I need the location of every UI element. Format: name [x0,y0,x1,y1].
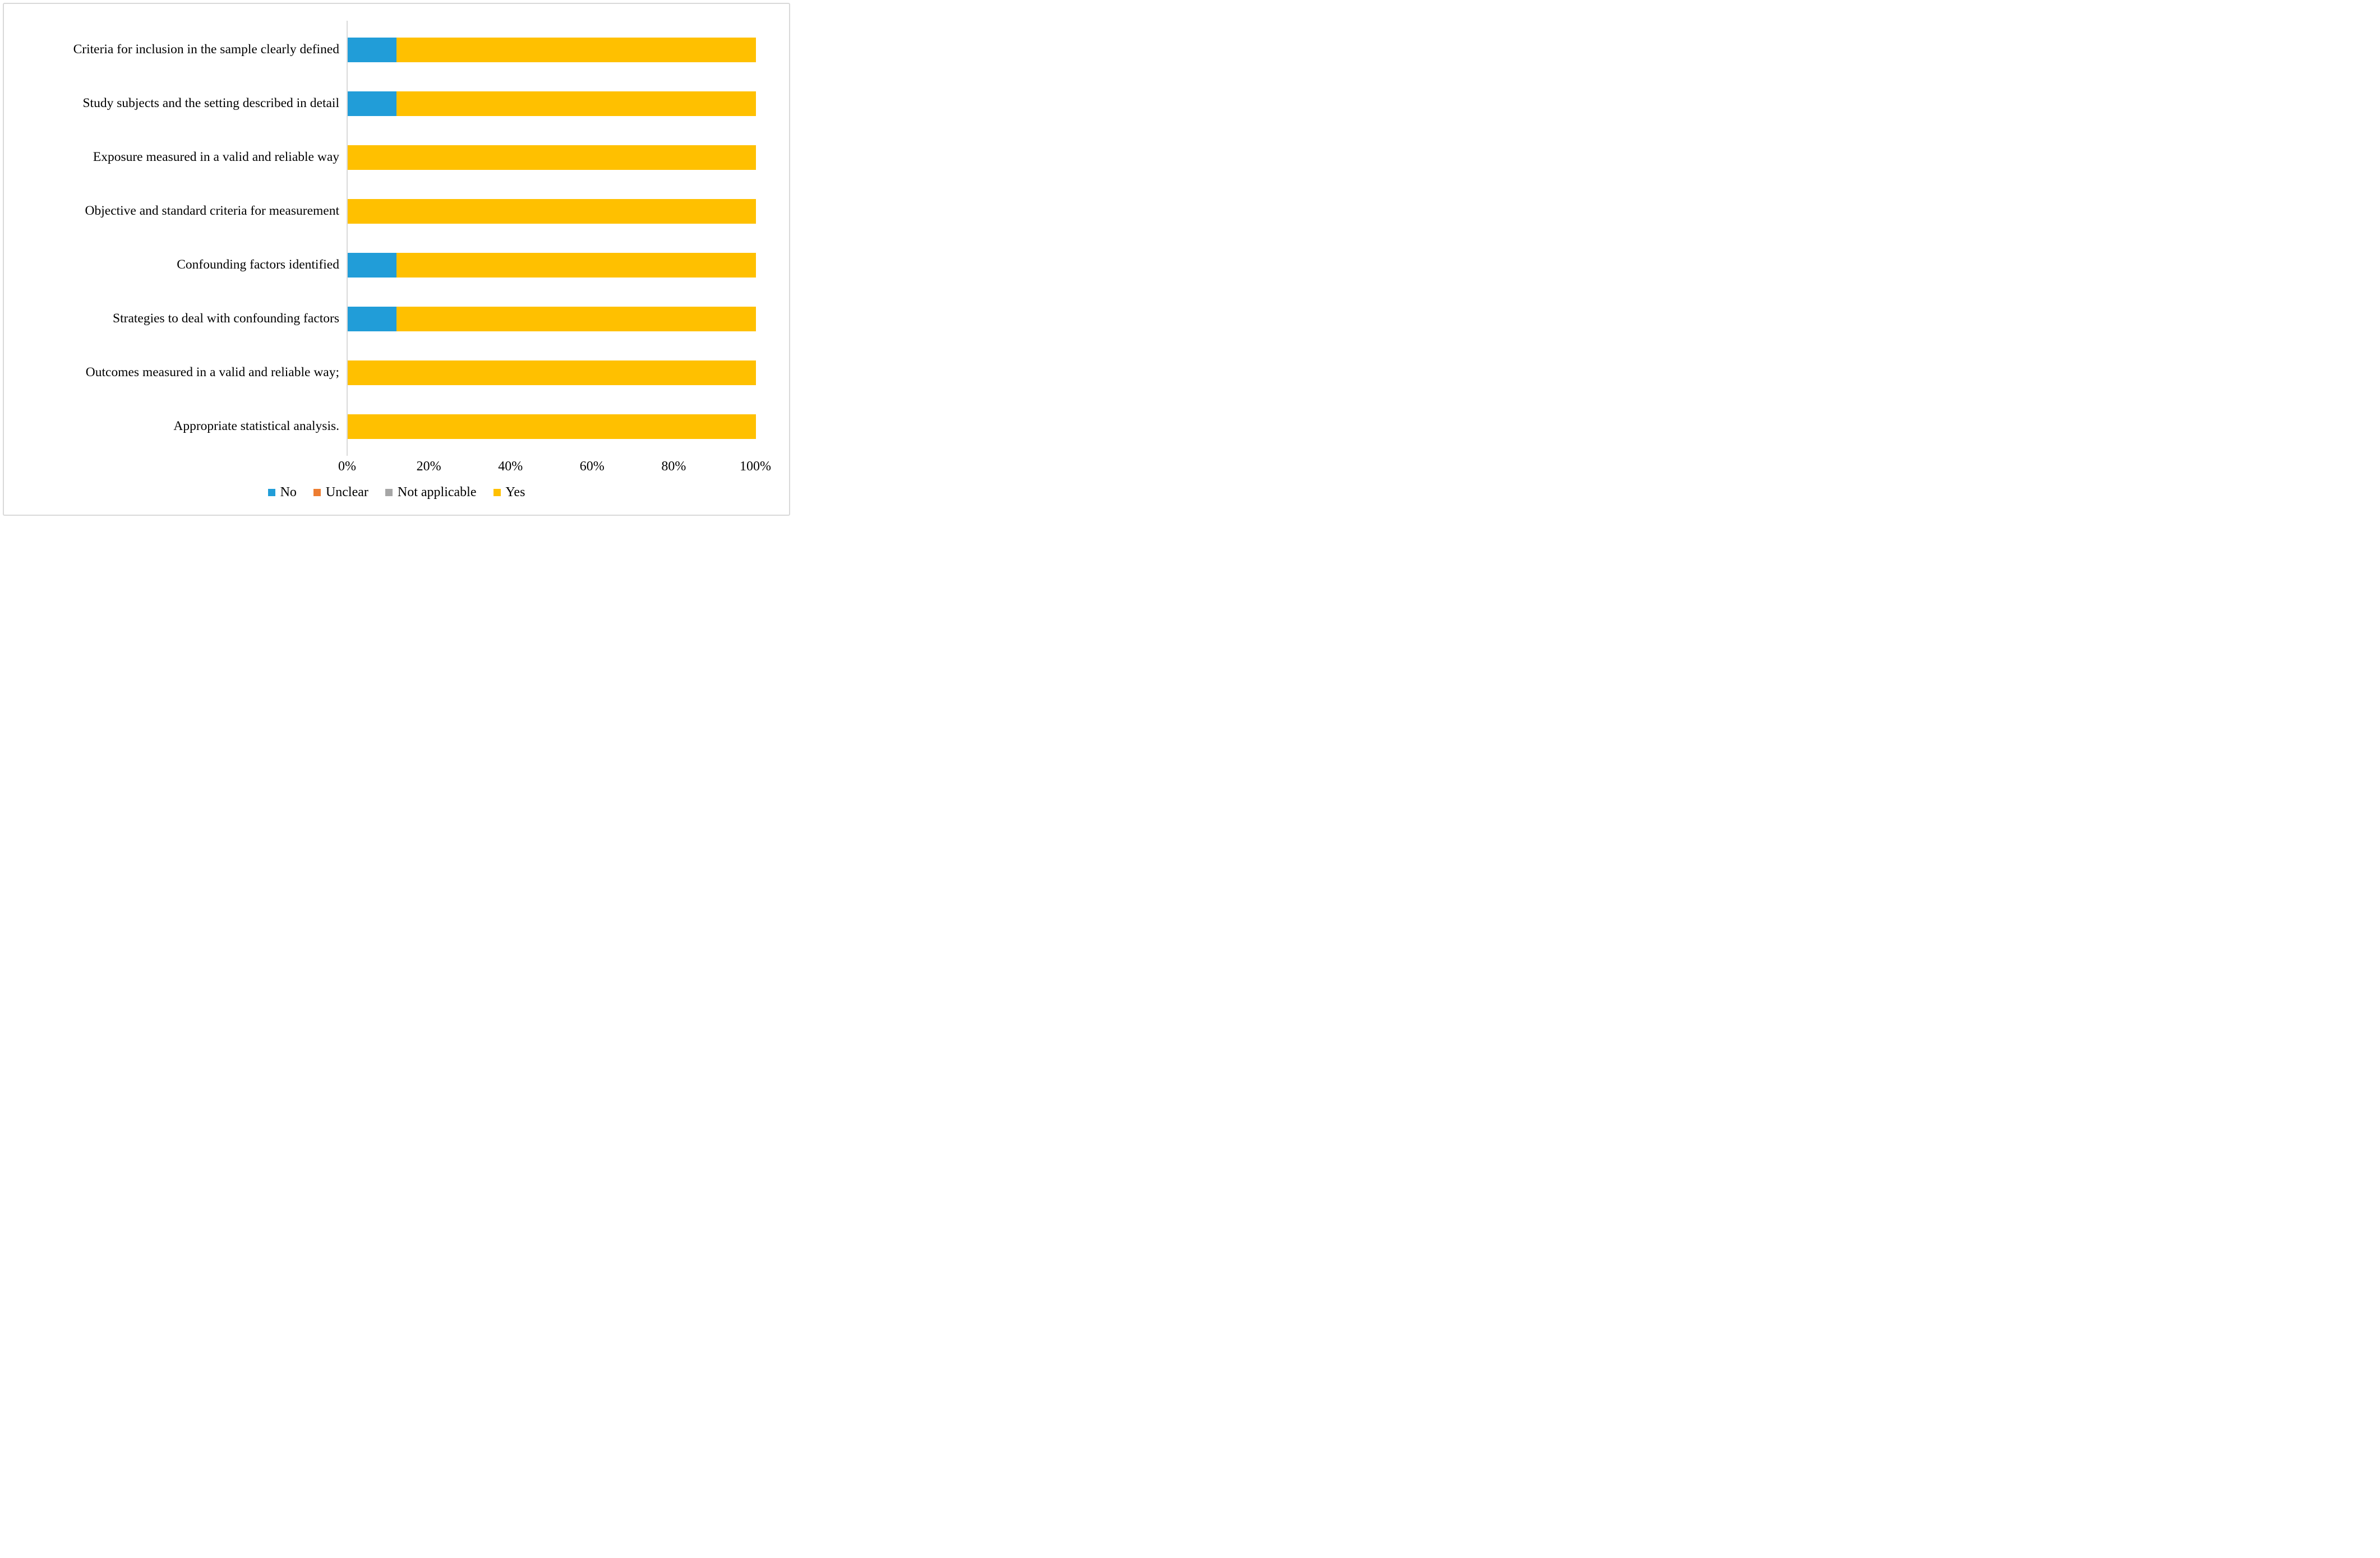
bar-segment-yes [396,38,756,62]
category-label: Confounding factors identified [177,257,339,272]
x-tick-label: 0% [338,459,356,474]
legend-item-no: No [267,485,297,500]
legend-label: Unclear [325,485,368,500]
legend-item-not-applicable: Not applicable [385,485,477,500]
plot-area: Criteria for inclusion in the sample cle… [4,23,789,454]
x-tick-label: 100% [740,459,771,474]
chart-row: Study subjects and the setting described… [4,77,789,131]
bar-track [348,145,756,170]
bar-segment-yes [348,145,756,170]
legend-label: No [280,485,297,500]
legend-label: Not applicable [397,485,477,500]
category-label: Exposure measured in a valid and reliabl… [93,150,339,165]
chart-figure: Criteria for inclusion in the sample cle… [3,3,790,516]
bar-track [348,38,756,62]
bar-segment-yes [348,414,756,439]
category-label: Outcomes measured in a valid and reliabl… [85,365,339,380]
legend-item-unclear: Unclear [313,485,368,500]
category-label: Study subjects and the setting described… [82,96,339,111]
bar-segment-yes [396,253,756,278]
bar-track [348,199,756,224]
category-label: Appropriate statistical analysis. [173,419,339,434]
bar-segment-yes [396,91,756,116]
bar-segment-no [348,307,397,331]
category-label: Objective and standard criteria for meas… [85,204,339,219]
legend-swatch-icon [267,489,275,496]
x-tick-label: 60% [579,459,605,474]
legend-item-yes: Yes [493,485,525,500]
chart-row: Confounding factors identified [4,238,789,292]
legend: No Unclear Not applicable Yes [4,485,789,500]
bar-segment-no [348,253,397,278]
y-axis-line [347,21,348,456]
chart-row: Exposure measured in a valid and reliabl… [4,131,789,184]
chart-row: Criteria for inclusion in the sample cle… [4,23,789,77]
bar-track [348,307,756,331]
legend-swatch-icon [385,489,393,496]
category-label: Criteria for inclusion in the sample cle… [73,42,339,57]
legend-label: Yes [505,485,525,500]
bar-segment-yes [396,307,756,331]
x-tick-label: 20% [416,459,441,474]
category-label: Strategies to deal with confounding fact… [113,311,339,326]
bar-track [348,91,756,116]
chart-row: Appropriate statistical analysis. [4,400,789,454]
chart-row: Outcomes measured in a valid and reliabl… [4,346,789,400]
legend-swatch-icon [313,489,321,496]
bar-track [348,414,756,439]
bar-segment-no [348,38,397,62]
bar-segment-yes [348,199,756,224]
chart-row: Strategies to deal with confounding fact… [4,292,789,346]
bar-track [348,360,756,385]
chart-row: Objective and standard criteria for meas… [4,184,789,238]
x-tick-label: 80% [661,459,686,474]
bar-track [348,253,756,278]
x-axis-ticks: 0% 20% 40% 60% 80% 100% [4,459,789,477]
bar-segment-yes [348,360,756,385]
x-tick-label: 40% [498,459,523,474]
bar-segment-no [348,91,397,116]
legend-swatch-icon [493,489,501,496]
